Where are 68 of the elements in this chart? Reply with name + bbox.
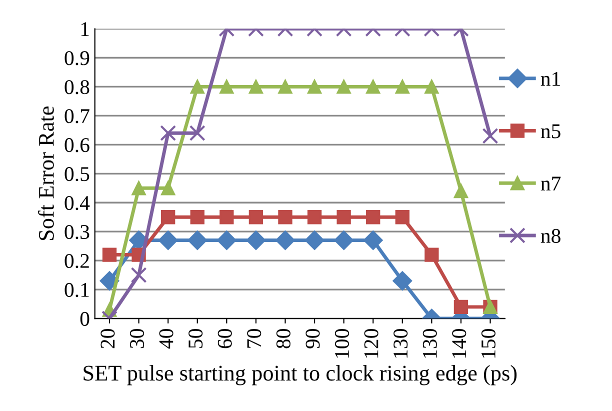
x-tick-label: 80 — [276, 329, 290, 348]
x-tick-label: 120 — [364, 329, 378, 358]
point — [160, 181, 176, 196]
point — [482, 128, 498, 144]
y-tick-label: 0 — [80, 312, 90, 326]
point — [160, 125, 176, 142]
point — [424, 248, 439, 262]
point — [190, 210, 204, 224]
point — [220, 80, 234, 94]
point — [307, 80, 322, 94]
legend-label: n8 — [540, 228, 560, 243]
point — [454, 184, 468, 198]
point — [276, 230, 295, 250]
point — [334, 230, 354, 250]
x-tick-label: 60 — [218, 329, 232, 348]
point — [160, 210, 176, 224]
y-tick-label: 1 — [81, 22, 89, 36]
x-tick-label: 40 — [159, 329, 174, 349]
x-axis-title: SET pulse starting point to clock rising edge (ps) — [84, 365, 517, 386]
y-tick-label: 0.9 — [64, 51, 90, 66]
point — [102, 248, 117, 262]
point — [336, 80, 351, 94]
point — [188, 230, 208, 250]
y-tick-label: 0.5 — [64, 167, 90, 182]
x-tick-label: 100 — [334, 329, 350, 358]
point — [395, 210, 410, 224]
x-tick-label: 130 — [394, 329, 408, 358]
point — [363, 230, 383, 250]
x-tick-label: 70 — [247, 329, 262, 348]
point — [248, 80, 264, 94]
point — [278, 210, 292, 224]
x-tick-label: 90 — [306, 329, 320, 348]
x-tick-label: 50 — [188, 329, 203, 348]
legend-label: n5 — [540, 124, 560, 138]
point — [132, 181, 146, 196]
x-tick-label: 30 — [130, 329, 144, 348]
y-tick-label: 0.3 — [64, 224, 90, 240]
y-axis-title: Soft Error Rate — [38, 106, 54, 240]
point — [158, 230, 178, 250]
point — [366, 210, 380, 224]
legend-label: n1 — [540, 72, 560, 86]
point — [395, 80, 410, 94]
x-tick-label: 130 — [422, 329, 437, 358]
point — [130, 267, 147, 284]
point — [454, 300, 468, 314]
point — [220, 210, 234, 224]
point — [216, 230, 236, 250]
y-tick-label: 0.7 — [64, 109, 90, 124]
y-tick-label: 0.6 — [64, 138, 90, 152]
point — [424, 80, 439, 94]
point — [336, 210, 351, 224]
x-tick-label: 150 — [481, 329, 496, 358]
point — [307, 210, 322, 224]
point — [392, 271, 412, 291]
point — [278, 80, 292, 94]
y-tick-label: 0.1 — [64, 282, 89, 298]
y-tick-label: 0.8 — [64, 80, 90, 94]
point — [189, 125, 206, 142]
legend-label: n7 — [540, 176, 561, 190]
y-tick-label: 0.4 — [64, 196, 90, 210]
y-tick-label: 0.2 — [64, 254, 89, 268]
point — [246, 230, 266, 250]
x-tick-label: 20 — [100, 329, 115, 348]
x-tick-label: 140 — [452, 329, 466, 358]
point — [190, 80, 204, 94]
point — [248, 210, 264, 224]
point — [366, 80, 380, 94]
point — [304, 230, 324, 250]
